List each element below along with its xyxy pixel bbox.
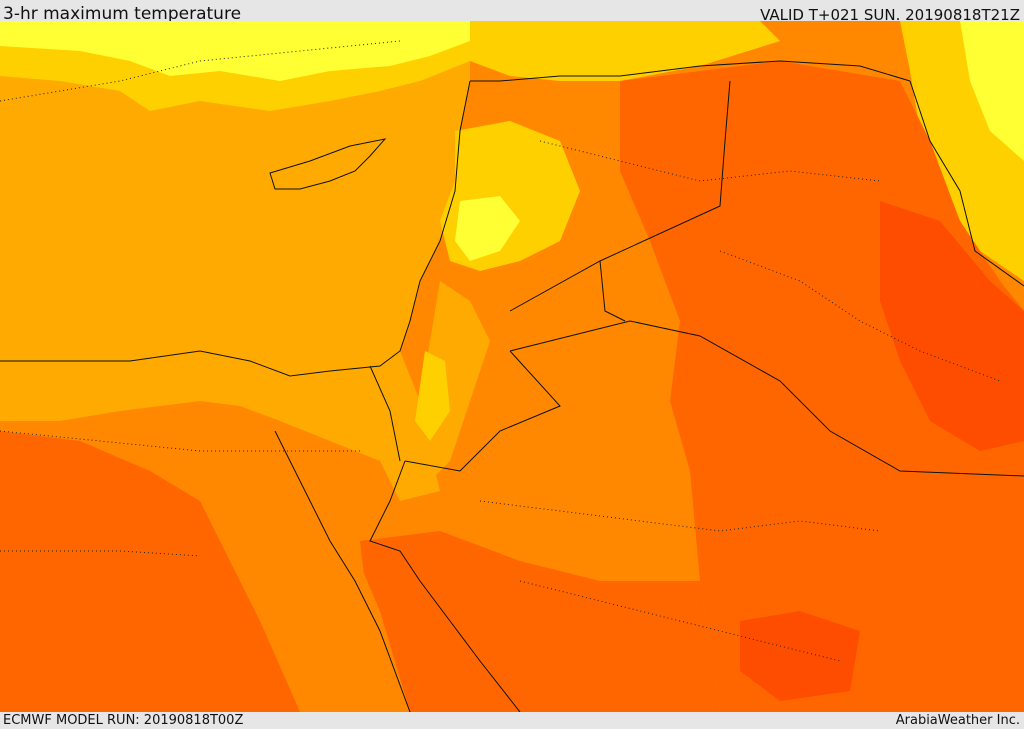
- turkey-syria-border: [470, 60, 911, 82]
- egypt-hot-zone: [0, 431, 300, 712]
- iraq-iran-border: [909, 80, 1024, 287]
- admin-borders: [0, 40, 1001, 662]
- admin-line-iraq: [719, 250, 1001, 382]
- admin-line-egypt: [0, 430, 360, 452]
- jordan-valley-cool-zone: [415, 351, 450, 441]
- jordan-saudi-border: [509, 320, 1024, 477]
- saudi-hot-zone: [360, 531, 720, 712]
- syria-iraq-border: [509, 80, 731, 312]
- far-northeast-coolest-zone: [960, 21, 1024, 161]
- cyprus-outline: [269, 138, 387, 190]
- levant-coastline: [0, 80, 471, 377]
- saudi-hottest-zone: [740, 611, 860, 701]
- country-borders: [0, 60, 1024, 712]
- coastal-temperature-zone: [0, 351, 440, 501]
- aqaba-coast: [369, 460, 521, 712]
- north-coolest-zone: [0, 21, 470, 81]
- valid-time: VALID T+021 SUN. 20190818T21Z: [760, 6, 1020, 24]
- map-title: 3-hr maximum temperature: [3, 4, 242, 24]
- red-sea-zone: [270, 451, 410, 712]
- credit-label: ArabiaWeather Inc.: [895, 713, 1020, 728]
- sea-temperature-zone: [0, 21, 470, 376]
- northeast-cool-zone: [470, 21, 780, 81]
- iraq-hottest-zone: [880, 201, 1024, 451]
- admin-line-saudi-south: [519, 580, 841, 662]
- levant-coast-coolest-zone: [455, 196, 520, 261]
- header-bar: 3-hr maximum temperature VALID T+021 SUN…: [0, 0, 1024, 24]
- footer-bar: ECMWF MODEL RUN: 20190818T00Z ArabiaWeat…: [0, 712, 1024, 729]
- jordan-border: [599, 260, 626, 322]
- map-canvas: [0, 21, 1024, 712]
- saudi-west-border: [404, 350, 561, 472]
- temperature-map: [0, 21, 1024, 712]
- model-run-label: ECMWF MODEL RUN: 20190818T00Z: [3, 713, 244, 728]
- admin-line-syria: [539, 140, 881, 182]
- admin-line-north: [0, 40, 401, 102]
- sinai-border: [369, 365, 401, 462]
- admin-line-egypt-south: [0, 550, 201, 557]
- red-sea-coast: [274, 430, 411, 712]
